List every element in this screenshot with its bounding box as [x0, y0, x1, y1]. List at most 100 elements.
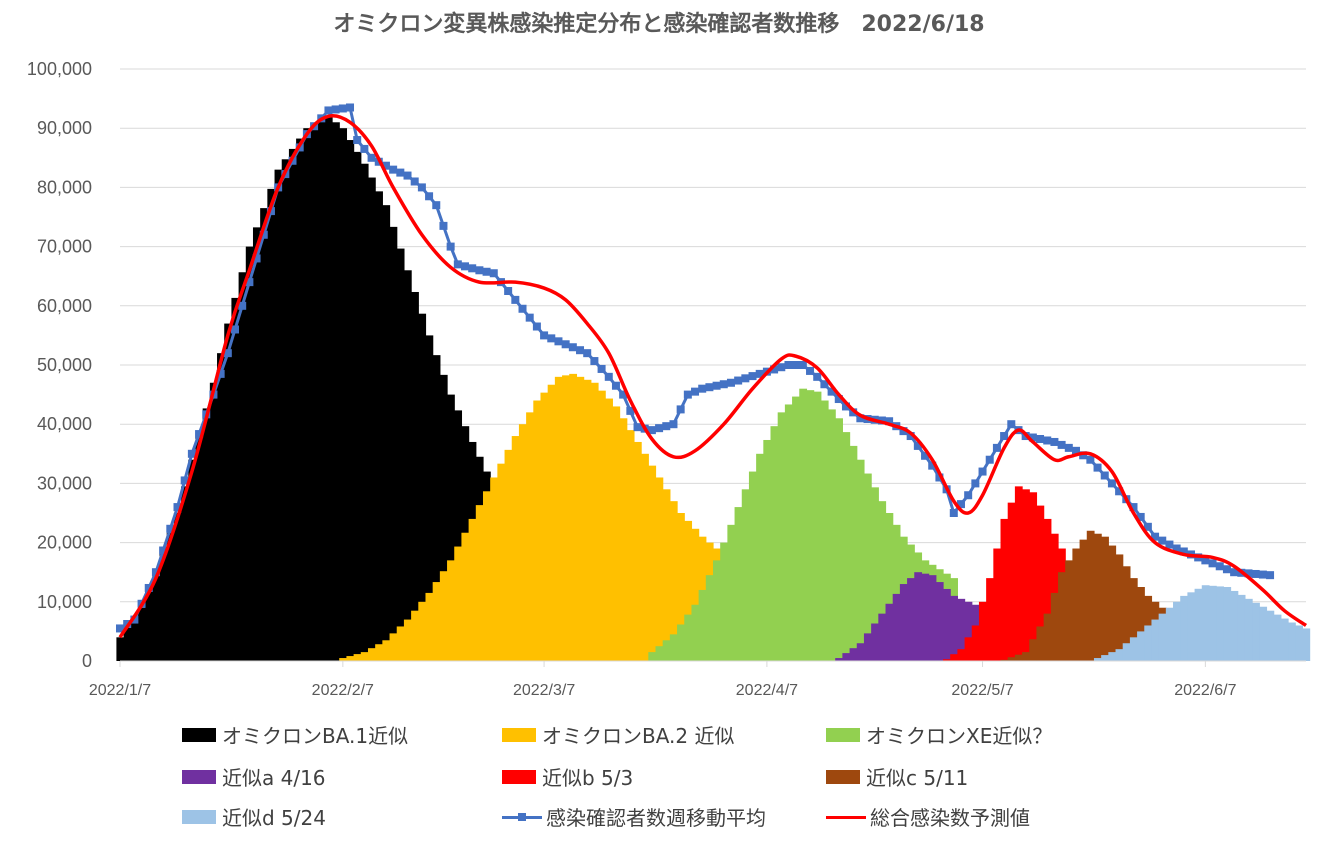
bar: [324, 116, 333, 662]
bar: [684, 614, 693, 661]
moving-average-marker: [583, 349, 592, 358]
moving-average-marker: [1036, 435, 1045, 443]
bar: [1014, 486, 1023, 661]
bar: [1259, 606, 1268, 661]
bar: [748, 471, 757, 661]
legend-line-marker-icon: [502, 810, 542, 824]
moving-average-marker: [820, 380, 829, 389]
moving-average-marker: [576, 346, 585, 355]
bar: [583, 379, 592, 661]
moving-average-marker: [935, 473, 944, 482]
bar: [396, 626, 405, 661]
x-tick-label: 2022/1/7: [89, 682, 151, 699]
bar: [1065, 560, 1073, 661]
bar: [367, 648, 376, 661]
bar: [482, 491, 491, 661]
y-tick-label: 40,000: [37, 414, 92, 434]
moving-average-marker: [1064, 443, 1073, 452]
bar: [1036, 505, 1045, 661]
bar: [224, 323, 233, 661]
moving-average-marker: [353, 136, 362, 145]
bar: [260, 208, 268, 661]
bar: [1137, 587, 1145, 661]
moving-average-marker: [734, 376, 743, 385]
moving-average-marker: [144, 583, 153, 592]
moving-average-marker: [633, 423, 642, 432]
bar: [403, 270, 412, 661]
bar: [655, 646, 664, 661]
bar: [533, 400, 542, 661]
bar: [943, 588, 951, 661]
moving-average-marker: [899, 427, 908, 436]
bar: [1295, 625, 1304, 661]
bar: [288, 148, 297, 662]
moving-average-marker: [992, 443, 1001, 452]
bar: [957, 649, 966, 661]
bar: [1137, 631, 1145, 661]
legend-swatch: [826, 727, 860, 742]
legend-item: 総合感染数予測値: [826, 802, 1030, 831]
bar: [1029, 639, 1038, 661]
bar: [842, 432, 851, 661]
moving-average-marker: [1043, 436, 1052, 445]
moving-average-marker: [238, 301, 247, 310]
moving-average-marker: [568, 343, 577, 352]
bar: [518, 424, 527, 661]
bar: [152, 572, 161, 661]
bar: [418, 313, 427, 661]
bar: [1165, 607, 1174, 661]
moving-average-marker: [719, 380, 728, 389]
moving-average-marker: [748, 372, 757, 381]
moving-average-marker: [1266, 571, 1275, 580]
legend-swatch: [182, 769, 216, 784]
bar: [856, 459, 865, 661]
moving-average-marker: [1136, 512, 1145, 521]
bar: [641, 453, 649, 661]
bar: [1022, 652, 1030, 661]
moving-average-marker: [482, 267, 491, 276]
y-tick-label: 80,000: [37, 177, 92, 197]
bar: [950, 595, 958, 661]
bar: [950, 654, 958, 661]
moving-average-marker: [540, 331, 549, 340]
bar: [353, 654, 362, 661]
moving-average-marker: [1158, 536, 1167, 545]
bar: [727, 524, 736, 661]
moving-average-marker: [1093, 463, 1102, 472]
moving-average-marker: [798, 361, 807, 369]
bar: [159, 552, 168, 661]
moving-average-marker: [116, 624, 124, 633]
bar: [885, 513, 894, 661]
bar: [231, 297, 240, 661]
bar: [252, 227, 261, 662]
bar: [1187, 592, 1196, 661]
bar: [720, 542, 728, 661]
bar: [835, 418, 843, 661]
bar: [878, 501, 887, 661]
moving-average-marker: [324, 106, 333, 115]
moving-average-marker: [784, 361, 793, 369]
bar: [1230, 590, 1239, 661]
moving-average-marker: [1244, 569, 1253, 578]
bar: [828, 409, 836, 661]
bar: [540, 392, 549, 661]
bar: [281, 159, 290, 661]
y-tick-label: 0: [82, 651, 92, 671]
moving-average-marker: [173, 503, 182, 512]
bar: [806, 390, 815, 661]
moving-average-marker: [1222, 565, 1231, 574]
bar: [756, 453, 764, 661]
bar: [892, 593, 901, 661]
moving-average-marker: [461, 262, 470, 271]
bar: [439, 571, 448, 661]
legend-swatch: [182, 809, 216, 824]
moving-average-marker: [791, 361, 800, 369]
moving-average-marker: [1151, 532, 1160, 541]
y-tick-label: 20,000: [37, 533, 92, 553]
y-tick-label: 30,000: [37, 473, 92, 493]
bar: [447, 394, 455, 661]
moving-average-marker: [619, 390, 628, 399]
moving-average-marker: [921, 451, 930, 460]
bar: [1273, 614, 1282, 661]
bar: [1000, 518, 1009, 661]
